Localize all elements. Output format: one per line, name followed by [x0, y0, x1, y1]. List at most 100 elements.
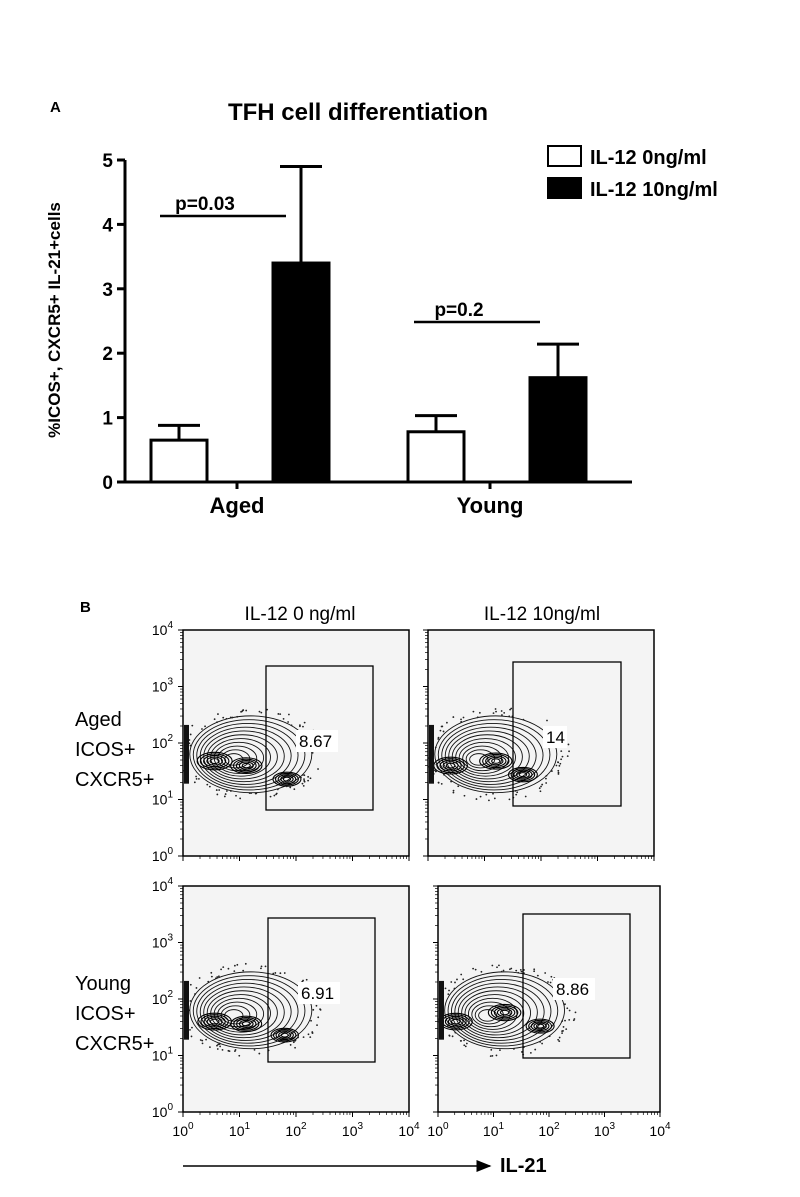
- event-dot: [225, 717, 228, 720]
- event-dot: [565, 1028, 568, 1031]
- contour-line: [206, 990, 278, 1036]
- event-dot: [311, 1032, 314, 1034]
- contour-peak: [241, 1021, 251, 1027]
- event-dot: [307, 775, 310, 778]
- event-dot: [545, 777, 547, 780]
- contour-peak: [518, 772, 528, 778]
- event-dot: [462, 978, 465, 981]
- event-dot: [560, 750, 563, 752]
- event-dot: [440, 725, 443, 728]
- contour-peak: [238, 761, 254, 770]
- event-dot: [472, 710, 475, 713]
- contour-peak: [513, 769, 533, 780]
- x-axis-label-il21: IL-21: [500, 1155, 547, 1177]
- contour-line: [220, 1005, 251, 1025]
- event-dot: [485, 793, 488, 796]
- event-dot: [269, 795, 272, 798]
- legend-swatch-10ng: [547, 177, 582, 199]
- x-tick-label: 100: [427, 1121, 449, 1139]
- y-tick-label: 103: [152, 677, 174, 695]
- contour-line: [196, 978, 299, 1044]
- bar-young-0: [406, 430, 466, 484]
- event-dot: [517, 971, 520, 974]
- event-dot: [450, 981, 453, 983]
- contour-line: [444, 726, 537, 785]
- contour-peak: [277, 774, 297, 785]
- y-tick-label: 101: [152, 1046, 174, 1064]
- event-dot: [494, 708, 497, 710]
- event-dot: [546, 719, 548, 722]
- event-dot: [540, 785, 542, 788]
- event-dot: [555, 764, 558, 767]
- event-dot: [319, 1008, 321, 1011]
- event-dot: [300, 776, 302, 779]
- event-dot: [566, 755, 569, 758]
- x-tick-label-young: Young: [457, 493, 524, 518]
- event-dot: [453, 987, 456, 990]
- contour-peak: [275, 772, 299, 786]
- event-dot: [218, 789, 221, 791]
- contour-line: [192, 719, 306, 791]
- gate-value: 8.67: [299, 732, 332, 751]
- contour-line: [454, 982, 545, 1041]
- event-dot: [515, 969, 518, 972]
- event-dot: [235, 794, 237, 797]
- event-dot: [478, 711, 481, 714]
- row-label-young-line3: CXCR5+: [75, 1033, 154, 1055]
- event-dot: [218, 1042, 221, 1045]
- contour-line: [441, 722, 544, 788]
- event-dot: [290, 724, 293, 727]
- contour-peak: [209, 1018, 220, 1025]
- event-dot: [224, 793, 227, 795]
- event-dot: [277, 713, 280, 715]
- event-dot: [496, 966, 498, 969]
- event-dot: [434, 746, 437, 749]
- event-dot: [233, 964, 236, 967]
- contour-peak: [235, 760, 257, 772]
- event-dot: [500, 970, 503, 973]
- event-dot: [474, 968, 477, 971]
- event-dot: [520, 970, 523, 973]
- event-dot: [560, 758, 563, 761]
- event-dot: [215, 789, 218, 791]
- event-dot: [189, 983, 192, 986]
- event-dot: [225, 790, 228, 792]
- contour-peak: [445, 762, 456, 769]
- event-dot: [227, 967, 230, 970]
- y-tick-label: 104: [152, 620, 174, 638]
- contour-line: [448, 730, 530, 783]
- event-dot: [222, 966, 225, 969]
- event-dot: [312, 1008, 315, 1011]
- gate-label-bg: [298, 982, 340, 1004]
- contour-line: [192, 975, 306, 1047]
- event-dot: [492, 712, 495, 715]
- y-tick-label-0: 0: [102, 473, 113, 494]
- contour-peak: [499, 1009, 510, 1016]
- event-dot: [253, 1048, 256, 1051]
- contour-line: [457, 986, 538, 1039]
- event-dot: [217, 713, 219, 715]
- contour-peak: [493, 1006, 516, 1019]
- event-dot: [216, 721, 218, 724]
- event-dot: [260, 711, 263, 714]
- contour-peak: [528, 1019, 553, 1033]
- event-dot: [489, 1055, 492, 1058]
- event-dot: [495, 1054, 498, 1057]
- contour-line: [450, 978, 552, 1044]
- event-dot: [475, 798, 478, 800]
- event-dot: [274, 972, 277, 974]
- event-dot: [564, 1003, 566, 1005]
- event-dot: [302, 784, 305, 787]
- event-dot: [476, 716, 479, 719]
- event-dot: [460, 720, 463, 723]
- event-dot: [557, 771, 560, 774]
- event-dot: [303, 774, 306, 777]
- event-dot: [234, 1050, 236, 1053]
- event-dot: [216, 793, 219, 796]
- contour-density: [428, 707, 570, 802]
- event-dot: [534, 1048, 537, 1051]
- event-dot: [529, 1051, 532, 1054]
- contour-peak: [485, 755, 507, 767]
- event-dot: [472, 967, 475, 970]
